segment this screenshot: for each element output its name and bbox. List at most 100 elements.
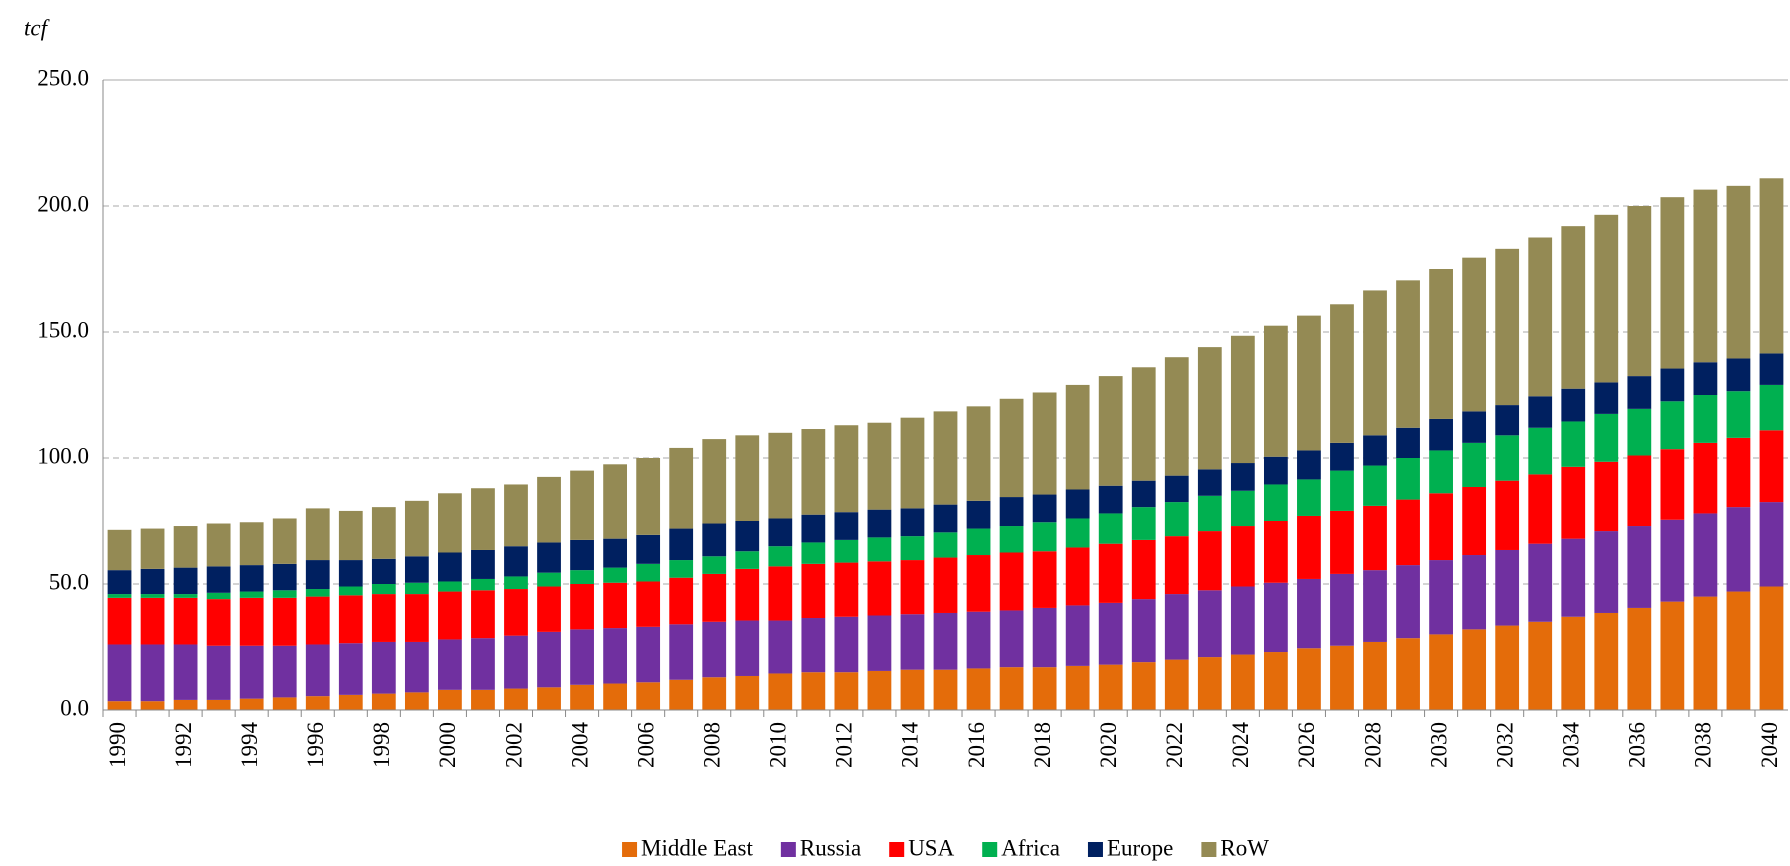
x-tick-label: 1994 bbox=[237, 722, 262, 769]
bar-segment bbox=[1594, 531, 1619, 613]
bar-segment bbox=[305, 560, 330, 590]
bar-segment bbox=[834, 672, 859, 710]
x-tick-label: 2040 bbox=[1757, 722, 1782, 768]
bar-segment bbox=[603, 628, 628, 684]
bar-segment bbox=[636, 458, 661, 535]
bar-segment bbox=[1693, 442, 1718, 514]
bar-segment bbox=[1462, 411, 1487, 443]
bar-segment bbox=[570, 584, 594, 630]
bar-segment bbox=[834, 616, 859, 673]
bar-segment bbox=[239, 597, 264, 646]
bar-segment bbox=[272, 590, 297, 598]
bar-segment bbox=[107, 701, 132, 710]
bar-segment bbox=[338, 643, 363, 695]
bar-segment bbox=[1429, 418, 1453, 451]
bar-segment bbox=[999, 497, 1024, 527]
bar-segment bbox=[1627, 206, 1652, 377]
bar-segment bbox=[1726, 358, 1751, 392]
x-tick-label: 2022 bbox=[1162, 722, 1187, 768]
bar-segment bbox=[867, 422, 892, 510]
x-tick-label: 2014 bbox=[898, 722, 923, 769]
x-tick-label: 2020 bbox=[1096, 722, 1121, 768]
x-tick-label: 2034 bbox=[1559, 722, 1584, 769]
bar-segment bbox=[570, 570, 594, 584]
bar-segment bbox=[603, 683, 628, 710]
bar-segment bbox=[1032, 522, 1057, 552]
bar-segment bbox=[471, 578, 495, 591]
bar-segment bbox=[1693, 362, 1718, 395]
bar-segment bbox=[140, 594, 165, 598]
x-tick-label: 2010 bbox=[766, 722, 791, 768]
bar-segment bbox=[338, 694, 363, 710]
bar-segment bbox=[1131, 507, 1156, 540]
bar-segment bbox=[1429, 634, 1453, 710]
bar-segment bbox=[1660, 519, 1685, 602]
bar-segment bbox=[1131, 367, 1156, 481]
bar-segment bbox=[933, 669, 958, 710]
bar-segment bbox=[702, 556, 727, 574]
bar-segment bbox=[338, 560, 363, 587]
bar-segment bbox=[1131, 599, 1156, 663]
bar-segment bbox=[801, 563, 826, 619]
bar-segment bbox=[966, 668, 991, 710]
bar-segment bbox=[966, 611, 991, 669]
bar-segment bbox=[1396, 280, 1420, 428]
bar-segment bbox=[1098, 543, 1123, 603]
bar-segment bbox=[900, 508, 925, 537]
bar-segment bbox=[1098, 602, 1123, 665]
bar-segment bbox=[107, 570, 132, 595]
bar-segment bbox=[140, 597, 165, 645]
bar-segment bbox=[1495, 248, 1520, 406]
bar-segment bbox=[504, 546, 528, 577]
bar-segment bbox=[1759, 586, 1784, 710]
bar-segment bbox=[404, 594, 429, 642]
bar-segment bbox=[1297, 578, 1321, 649]
bar-segment bbox=[1759, 430, 1784, 503]
bar-segment bbox=[1330, 645, 1354, 710]
bar-segment bbox=[801, 618, 826, 673]
bar-segment bbox=[1330, 510, 1354, 574]
bar-segment bbox=[999, 526, 1024, 553]
bar-segment bbox=[1363, 505, 1387, 571]
bar-segment bbox=[206, 523, 231, 567]
bar-segment bbox=[1726, 391, 1751, 438]
bar-segment bbox=[1429, 450, 1453, 494]
bar-segment bbox=[867, 561, 892, 616]
bar-segment bbox=[1065, 489, 1090, 519]
bar-segment bbox=[1495, 625, 1520, 710]
bar-segment bbox=[933, 504, 958, 533]
bar-segment bbox=[272, 597, 297, 646]
legend-label: Russia bbox=[800, 835, 861, 860]
bar-segment bbox=[1330, 470, 1354, 511]
y-tick-label: 200.0 bbox=[37, 191, 89, 216]
bar-segment bbox=[1230, 526, 1255, 587]
bar-segment bbox=[537, 631, 561, 688]
bar-segment bbox=[1032, 494, 1057, 523]
bar-segment bbox=[404, 582, 429, 595]
bar-segment bbox=[338, 510, 363, 561]
bar-segment bbox=[1197, 657, 1222, 710]
bar-segment bbox=[1330, 573, 1354, 646]
bar-segment bbox=[404, 641, 429, 693]
y-tick-label: 100.0 bbox=[37, 443, 89, 468]
bar-segment bbox=[933, 532, 958, 558]
bar-segment bbox=[504, 688, 528, 710]
bar-segment bbox=[1561, 616, 1586, 710]
bar-segment bbox=[1065, 665, 1090, 710]
bar-segment bbox=[107, 594, 132, 598]
bar-segment bbox=[1230, 654, 1255, 710]
bar-segment bbox=[1660, 449, 1685, 520]
bar-segment bbox=[173, 597, 198, 645]
bar-segment bbox=[636, 581, 661, 627]
bar-segment bbox=[1660, 401, 1685, 450]
bar-segment bbox=[735, 675, 760, 710]
bar-segment bbox=[1660, 601, 1685, 710]
bar-segment bbox=[504, 484, 528, 547]
x-tick-label: 1996 bbox=[303, 722, 328, 768]
x-tick-label: 2030 bbox=[1426, 722, 1451, 768]
bar-segment bbox=[999, 610, 1024, 668]
bar-segment bbox=[404, 500, 429, 557]
bar-segment bbox=[1693, 395, 1718, 443]
bar-segment bbox=[1396, 638, 1420, 710]
bar-segment bbox=[1263, 325, 1288, 457]
